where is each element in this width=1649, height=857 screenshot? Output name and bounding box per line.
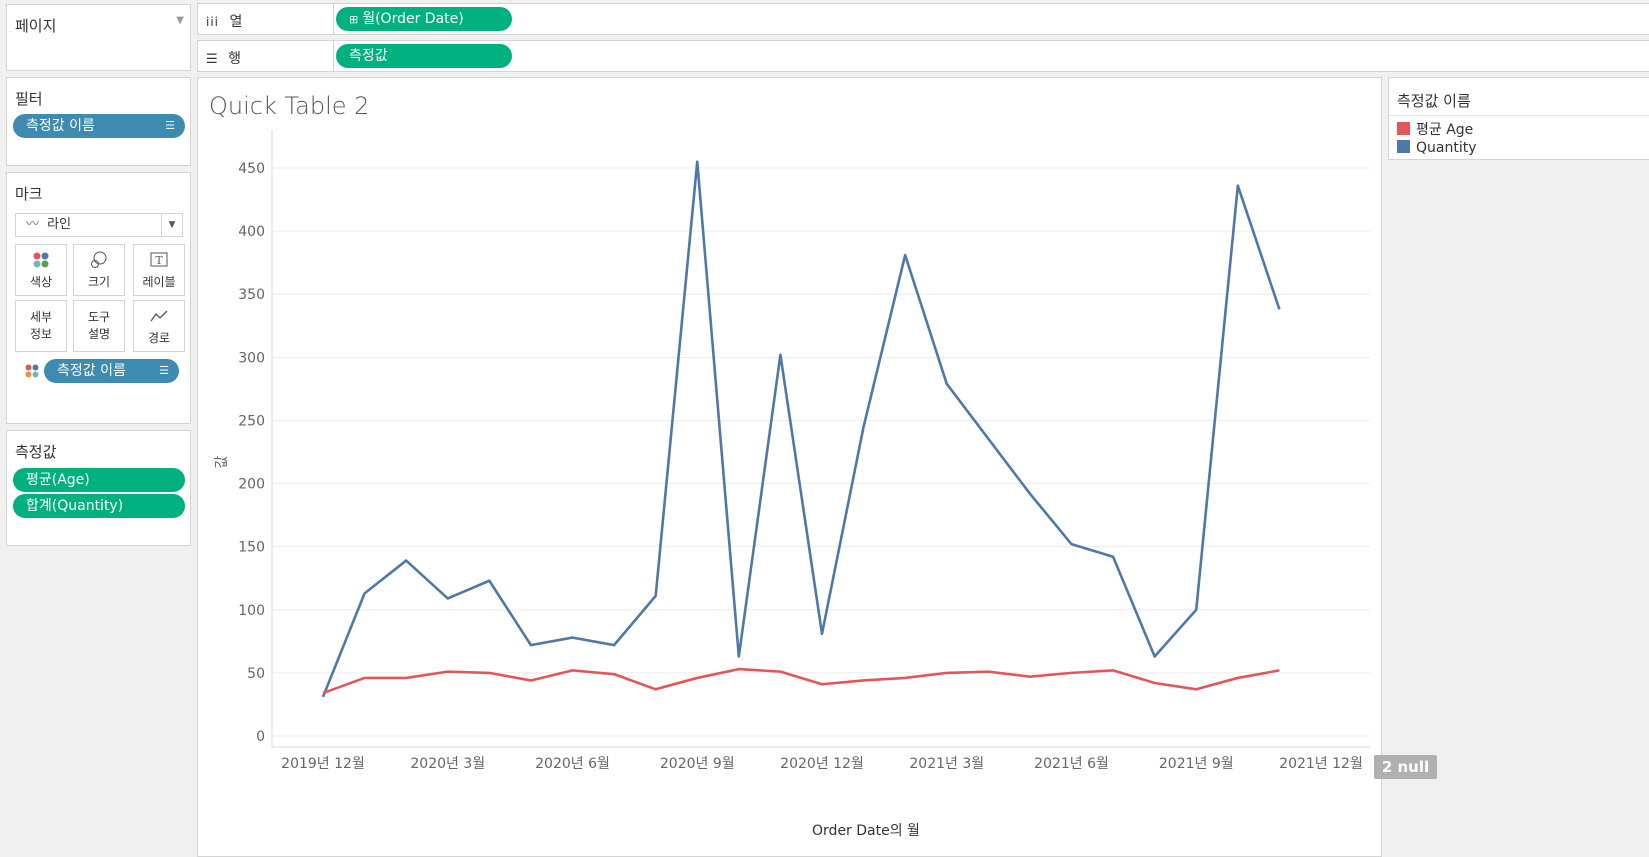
filters-panel: 필터 측정값 이름 ☰: [6, 77, 191, 166]
legend-item-avg-age[interactable]: 평균 Age: [1397, 119, 1473, 139]
columns-shelf[interactable]: iii 열 ⊞ 월(Order Date): [197, 3, 1649, 35]
null-indicator-badge[interactable]: 2 null: [1374, 755, 1437, 779]
rows-icon: ☰: [206, 52, 218, 67]
measure-values-title: 측정값: [15, 443, 57, 461]
marks-title: 마크: [15, 185, 43, 203]
filters-title: 필터: [15, 90, 43, 108]
marks-color-pill-measure-names[interactable]: 측정값 이름 ☰: [44, 359, 179, 383]
detail-button[interactable]: 세부 정보: [15, 300, 67, 352]
marks-panel: 마크 〰 라인 ▼ 색상 크기 T 레이블 세부 정보 도구 설명 경로 측정값 이…: [6, 172, 191, 424]
tooltip-button[interactable]: 도구 설명: [73, 300, 125, 352]
color-encoding-icon: [24, 363, 40, 383]
color-button[interactable]: 색상: [15, 244, 67, 296]
expand-icon: ⊞: [349, 13, 359, 26]
legend-swatch: [1397, 122, 1410, 135]
label-button[interactable]: T 레이블: [133, 244, 185, 296]
path-icon: [134, 307, 184, 329]
sort-icon: ☰: [159, 364, 169, 377]
pages-title: 페이지: [15, 17, 57, 35]
sheet-title: Quick Table 2: [209, 92, 370, 120]
legend-item-quantity[interactable]: Quantity: [1397, 140, 1477, 156]
legend-swatch: [1397, 140, 1410, 153]
size-button[interactable]: 크기: [73, 244, 125, 296]
chevron-down-icon: ▼: [161, 214, 182, 236]
line-mark-icon: 〰: [26, 217, 40, 232]
sheet-view: Quick Table 2: [197, 77, 1382, 857]
color-icon: [16, 251, 66, 273]
columns-shelf-label: iii 열: [206, 14, 243, 30]
sort-icon: ☰: [165, 119, 175, 132]
measure-values-panel: 측정값 평균(Age) 합계(Quantity): [6, 430, 191, 546]
mark-type-dropdown[interactable]: 〰 라인 ▼: [15, 213, 183, 237]
color-legend: 측정값 이름 평균 Age Quantity: [1388, 77, 1649, 160]
measure-pill-avg-age[interactable]: 평균(Age): [13, 468, 185, 492]
pages-menu-icon[interactable]: ▼: [176, 15, 184, 26]
size-icon: [74, 251, 124, 273]
legend-title: 측정값 이름: [1397, 92, 1471, 110]
filter-pill-measure-names[interactable]: 측정값 이름 ☰: [13, 114, 185, 138]
rows-pill-measure-values[interactable]: 측정값: [336, 44, 512, 68]
label-icon: T: [134, 251, 184, 273]
svg-text:T: T: [155, 254, 163, 267]
rows-shelf[interactable]: ☰ 행 측정값: [197, 40, 1649, 72]
measure-pill-sum-quantity[interactable]: 합계(Quantity): [13, 494, 185, 518]
columns-pill-month-order-date[interactable]: ⊞ 월(Order Date): [336, 7, 512, 31]
rows-shelf-label: ☰ 행: [206, 51, 241, 67]
columns-icon: iii: [206, 15, 220, 29]
path-button[interactable]: 경로: [133, 300, 185, 352]
pages-panel: 페이지 ▼: [6, 4, 191, 71]
